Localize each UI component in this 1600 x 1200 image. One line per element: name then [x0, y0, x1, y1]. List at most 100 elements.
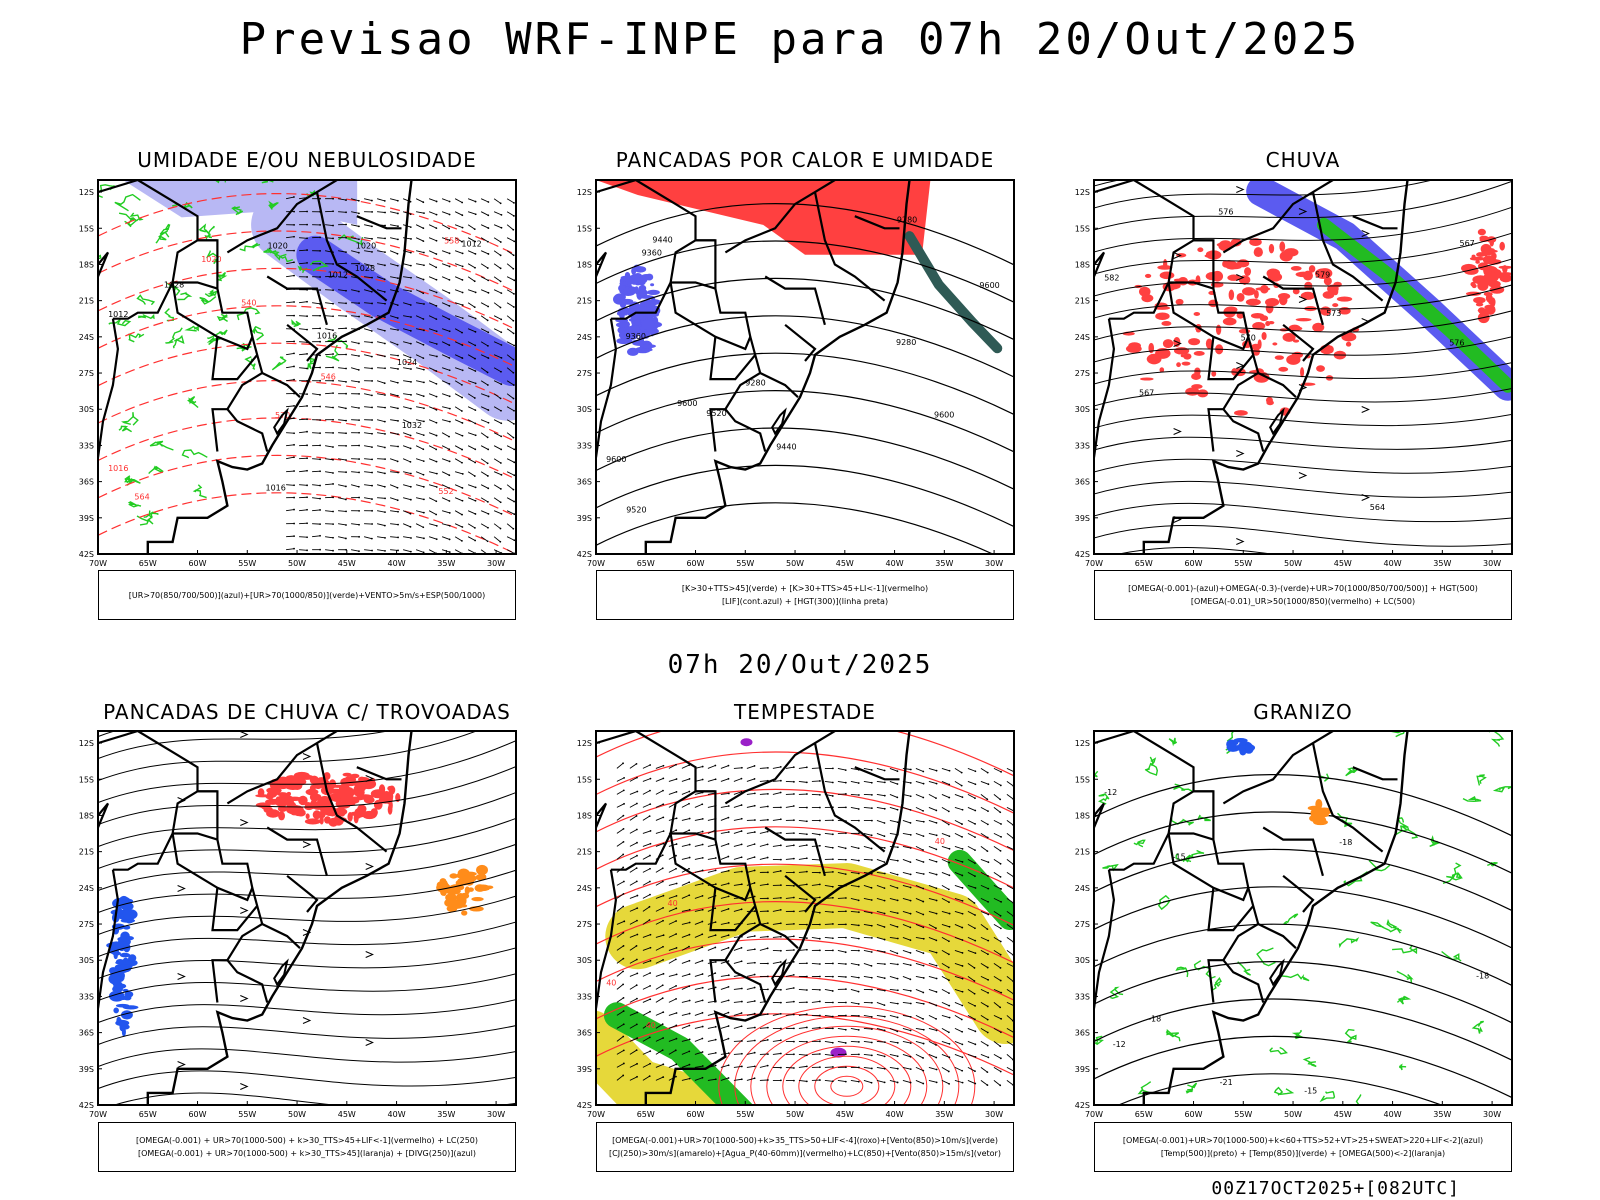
hail-blue: [1226, 738, 1256, 756]
lat-tick-label: 21S: [1075, 297, 1090, 306]
lat-tick-label: 21S: [577, 848, 592, 857]
contour-label: 558: [444, 237, 459, 246]
lat-tick-label: 27S: [1075, 369, 1090, 378]
lat-tick-label: 27S: [577, 369, 592, 378]
omega-orange: [1307, 799, 1333, 826]
lon-tick-label: 65W: [139, 559, 157, 568]
contour-label: 1016: [317, 332, 337, 341]
lon-tick-label: 65W: [637, 1110, 655, 1119]
contour-label: 564: [134, 492, 149, 501]
contour-label: -18: [1476, 972, 1489, 981]
green-humidity-contours-west: [108, 201, 208, 526]
lat-tick-label: 21S: [577, 297, 592, 306]
wind850-vectors: [616, 762, 1014, 1087]
lat-tick-label: 24S: [1075, 333, 1090, 342]
contour-label: 1020: [356, 241, 376, 250]
lon-tick-label: 65W: [1135, 1110, 1153, 1119]
wind-vectors: [286, 196, 516, 554]
map-frame: [595, 730, 1015, 1106]
legend-line: [K>30+TTS>45](verde) + [K>30+TTS>45+LI<-…: [681, 584, 929, 593]
heat-convection-red: [596, 180, 931, 255]
map-area: 9600 9600 9600 9600 9520 9520 9440 9440 9360 9360…: [596, 180, 1014, 554]
contour-label: 1012: [108, 310, 128, 319]
lon-tick-label: 70W: [587, 1110, 605, 1119]
lat-tick-label: 15S: [79, 775, 94, 784]
contour-label: 1032: [402, 421, 422, 430]
lif-blue-contours: [613, 264, 663, 356]
contour-label: 9520: [626, 505, 646, 514]
lon-tick-label: 70W: [587, 559, 605, 568]
contour-label: 540: [241, 299, 256, 308]
panel-title-chuva: CHUVA: [1265, 148, 1341, 172]
lat-tick-label: 24S: [79, 333, 94, 342]
lon-tick-label: 65W: [637, 559, 655, 568]
lat-tick-label: 33S: [79, 992, 94, 1001]
contour-label: 1012: [461, 240, 481, 249]
lat-tick-label: 18S: [1075, 811, 1090, 820]
lon-tick-label: 45W: [836, 559, 854, 568]
lon-tick-label: 70W: [1085, 1110, 1103, 1119]
lat-tick-label: 24S: [577, 333, 592, 342]
lat-tick-label: 27S: [1075, 920, 1090, 929]
lon-tick-label: 30W: [1483, 1110, 1501, 1119]
lon-tick-label: 55W: [238, 1110, 256, 1119]
lat-tick-label: 33S: [79, 441, 94, 450]
lat-tick-label: 15S: [1075, 775, 1090, 784]
green-humidity-contours: [98, 180, 364, 371]
map-area: -12 -15 -12 -18 -21 -15 -18 -18: [1094, 731, 1512, 1105]
contour-label: 9600: [677, 399, 697, 408]
contour-label: 567: [1460, 239, 1475, 248]
lat-tick-label: 15S: [1075, 224, 1090, 233]
contour-label: 564: [1370, 503, 1385, 512]
teal-band: [904, 231, 1003, 354]
wind850-green-sw: [603, 1002, 753, 1105]
contour-label: 9440: [652, 236, 672, 245]
lon-tick-label: 60W: [1184, 559, 1202, 568]
lat-tick-label: 18S: [79, 260, 94, 269]
map-frame: [1093, 730, 1513, 1106]
lon-tick-label: 35W: [437, 559, 455, 568]
lat-tick-label: 39S: [577, 514, 592, 523]
contour-label: 9280: [745, 379, 765, 388]
lat-tick-label: 42S: [1075, 550, 1090, 559]
lat-tick-label: 27S: [577, 920, 592, 929]
lat-tick-label: 39S: [577, 1065, 592, 1074]
lat-tick-label: 18S: [1075, 260, 1090, 269]
panel-title-pancadas-calor: PANCADAS POR CALOR E UMIDADE: [615, 148, 995, 172]
contour-label: 9520: [706, 409, 726, 418]
lat-tick-label: 21S: [1075, 848, 1090, 857]
lon-tick-label: 65W: [1135, 559, 1153, 568]
lc850-red-contours: [718, 1005, 976, 1105]
hgt300-contours: [596, 203, 1014, 554]
lat-tick-label: 42S: [79, 1101, 94, 1110]
lat-tick-label: 24S: [1075, 884, 1090, 893]
lon-tick-label: 40W: [1384, 1110, 1402, 1119]
lon-tick-label: 35W: [437, 1110, 455, 1119]
lat-tick-label: 30S: [577, 956, 592, 965]
wind850-green-ne: [947, 849, 1014, 930]
lat-tick-label: 18S: [577, 811, 592, 820]
lon-tick-label: 30W: [487, 1110, 505, 1119]
contour-label: 40: [606, 978, 616, 987]
humidity-light-area: [123, 180, 358, 225]
lon-tick-label: 50W: [288, 1110, 306, 1119]
contour-label: 9600: [934, 410, 954, 419]
contour-label: -15: [1304, 1086, 1317, 1095]
lon-tick-label: 35W: [935, 1110, 953, 1119]
contour-label: 40: [646, 1021, 656, 1030]
lat-tick-label: 30S: [79, 405, 94, 414]
contour-label: 9280: [897, 216, 917, 225]
lat-tick-label: 15S: [577, 775, 592, 784]
lat-tick-label: 36S: [79, 1029, 94, 1038]
contour-label: -12: [1104, 788, 1117, 797]
lon-tick-label: 40W: [886, 559, 904, 568]
contour-label: 9440: [776, 443, 796, 452]
thickness-red-dashed: [98, 193, 516, 554]
lat-tick-label: 33S: [577, 441, 592, 450]
lat-tick-label: 42S: [1075, 1101, 1090, 1110]
panel-title-tempestade: TEMPESTADE: [734, 700, 876, 724]
lat-tick-label: 33S: [1075, 441, 1090, 450]
contour-label: 546: [321, 372, 336, 381]
contour-label: 576: [1218, 208, 1233, 217]
map-chuva: 582 57957657357056756456757612S15S18S21S2…: [1075, 179, 1513, 568]
